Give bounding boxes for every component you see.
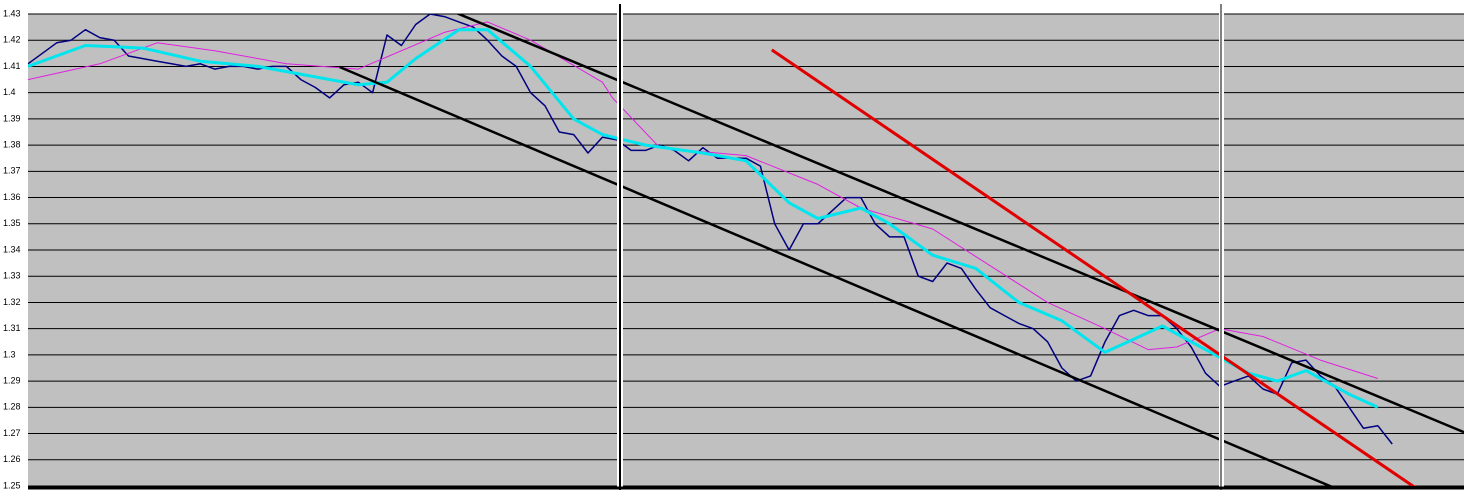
series-line	[770, 48, 1416, 486]
y-tick-label: 1.33	[3, 271, 21, 281]
series-line	[28, 21, 1378, 379]
y-tick-label: 1.41	[3, 61, 21, 71]
y-tick-label: 1.4	[3, 87, 16, 97]
y-tick-label: 1.43	[3, 8, 21, 18]
y-tick-label: 1.35	[3, 218, 21, 228]
y-tick-label: 1.36	[3, 192, 21, 202]
series-line	[455, 14, 1464, 434]
y-tick-label: 1.29	[3, 375, 21, 385]
y-tick-label: 1.31	[3, 323, 21, 333]
y-tick-label: 1.28	[3, 402, 21, 412]
y-tick-label: 1.3	[3, 349, 16, 359]
y-tick-label: 1.38	[3, 139, 21, 149]
series-line	[28, 28, 1379, 409]
series-line	[339, 65, 1334, 486]
y-tick-label: 1.32	[3, 297, 21, 307]
y-tick-label: 1.37	[3, 166, 21, 176]
y-tick-label: 1.39	[3, 113, 21, 123]
y-tick-label: 1.25	[3, 480, 21, 490]
y-tick-label: 1.34	[3, 244, 21, 254]
y-tick-label: 1.42	[3, 35, 21, 45]
y-tick-label: 1.26	[3, 454, 21, 464]
y-tick-label: 1.27	[3, 428, 21, 438]
